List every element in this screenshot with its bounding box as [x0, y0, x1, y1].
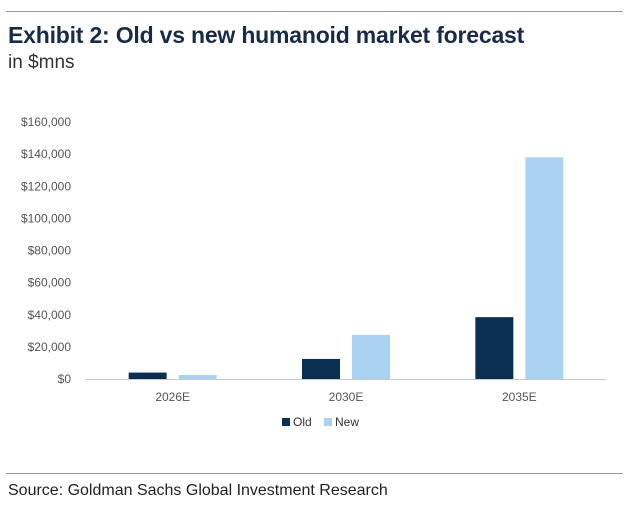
bar-old-2026e: [128, 372, 167, 379]
y-tick-label: $40,000: [28, 308, 72, 322]
bar-new-2035e: [525, 157, 564, 379]
legend-label-old: Old: [293, 415, 312, 429]
bar-new-2026e: [178, 374, 217, 379]
y-tick-label: $160,000: [21, 115, 71, 129]
y-tick-label: $60,000: [28, 276, 72, 290]
y-tick-label: $0: [58, 372, 72, 386]
y-tick-label: $120,000: [21, 179, 71, 193]
source-note: Source: Goldman Sachs Global Investment …: [8, 482, 388, 499]
y-tick-label: $80,000: [28, 244, 72, 258]
y-tick-label: $20,000: [28, 340, 72, 354]
bottom-rule: [6, 473, 623, 474]
x-tick-label: 2030E: [329, 390, 364, 404]
bar-new-2030e: [352, 334, 390, 379]
chart-subtitle: in $mns: [8, 52, 75, 73]
bar-old-2035e: [475, 317, 514, 379]
bar-chart: $0 $20,000 $40,000 $60,000 $80,000 $100,000 $1…: [21, 115, 606, 429]
legend-swatch-old: [282, 418, 290, 426]
x-tick-label: 2035E: [502, 390, 537, 404]
legend-label-new: New: [335, 415, 359, 429]
y-tick-label: $100,000: [21, 211, 71, 225]
chart-title: Exhibit 2: Old vs new humanoid market fo…: [8, 22, 525, 48]
x-tick-label: 2026E: [155, 390, 190, 404]
bar-old-2030e: [302, 358, 340, 379]
top-rule: [6, 11, 623, 12]
y-tick-label: $140,000: [21, 147, 71, 161]
legend-swatch-new: [324, 418, 332, 426]
